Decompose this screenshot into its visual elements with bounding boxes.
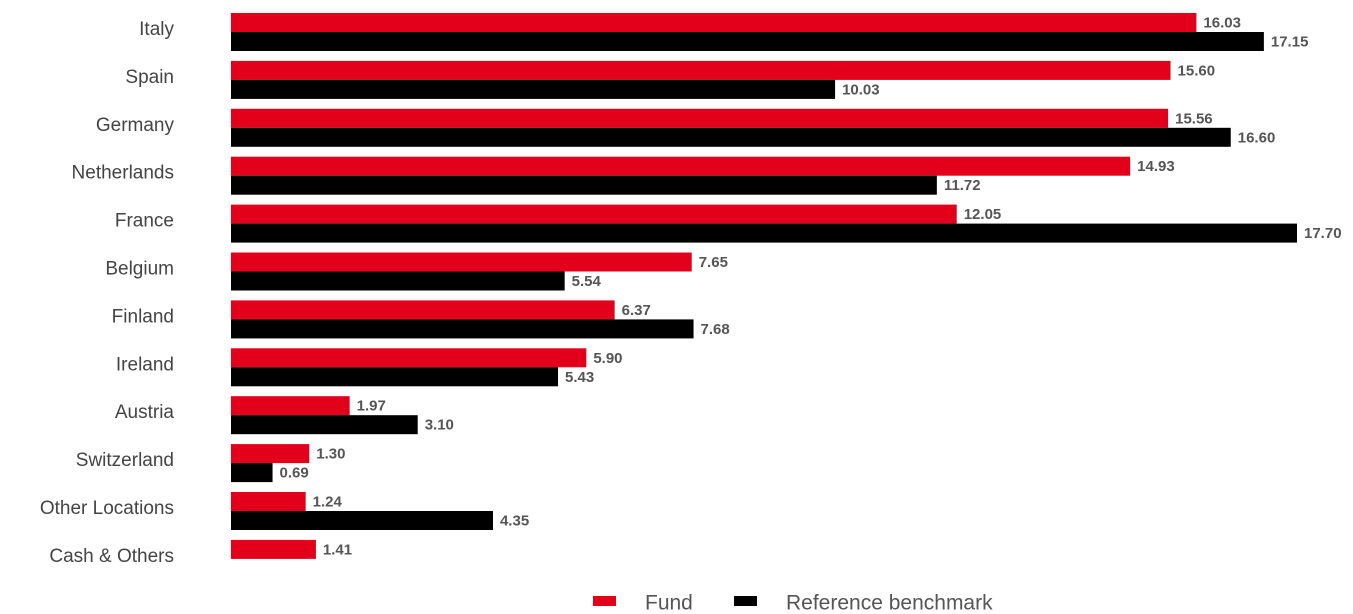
- category-labels: Italy Spain Germany Netherlands France Belgiu…: [40, 19, 175, 567]
- bar-fund-finland: [231, 300, 615, 320]
- category-label-other-locations: Other Locations: [40, 498, 174, 519]
- category-label-finland: Finland: [112, 306, 174, 327]
- bar-reference-benchmark-finland: [231, 319, 694, 339]
- legend-label-reference-benchmark: Reference benchmark: [786, 592, 993, 614]
- category-label-france: France: [115, 211, 174, 232]
- value-label-fund-finland: 6.37: [622, 302, 651, 319]
- bar-fund-belgium: [231, 252, 692, 272]
- value-labels: 16.03 17.15 15.60 10.03 15.56 16.60 14.93 11.72…: [280, 14, 1342, 558]
- value-label-reference-benchmark-belgium: 5.54: [572, 273, 602, 290]
- bar-reference-benchmark-france: [231, 223, 1297, 243]
- bar-reference-benchmark-netherlands: [231, 175, 937, 195]
- value-label-reference-benchmark-spain: 10.03: [842, 81, 880, 98]
- value-label-fund-germany: 15.56: [1175, 110, 1213, 127]
- bar-fund-italy: [231, 13, 1197, 32]
- value-label-fund-switzerland: 1.30: [316, 446, 345, 463]
- value-label-fund-austria: 1.97: [357, 398, 386, 415]
- value-label-fund-spain: 15.60: [1178, 62, 1216, 79]
- value-label-fund-cash-and-others: 1.41: [323, 541, 352, 558]
- value-label-reference-benchmark-switzerland: 0.69: [280, 465, 309, 482]
- bar-reference-benchmark-italy: [231, 32, 1264, 51]
- bars: [231, 13, 1297, 559]
- bar-fund-netherlands: [231, 156, 1131, 176]
- bar-fund-ireland: [231, 348, 587, 368]
- category-label-germany: Germany: [96, 115, 175, 136]
- value-label-reference-benchmark-italy: 17.15: [1271, 33, 1309, 50]
- value-label-reference-benchmark-germany: 16.60: [1238, 129, 1276, 146]
- bar-reference-benchmark-germany: [231, 127, 1231, 147]
- value-label-fund-other-locations: 1.24: [313, 493, 343, 510]
- legend-label-fund: Fund: [645, 592, 693, 614]
- bar-fund-cash-and-others: [231, 539, 316, 559]
- category-label-austria: Austria: [115, 402, 175, 423]
- value-label-reference-benchmark-austria: 3.10: [425, 417, 454, 434]
- value-label-fund-belgium: 7.65: [699, 254, 728, 271]
- category-label-cash-and-others: Cash & Others: [49, 546, 174, 567]
- value-label-reference-benchmark-ireland: 5.43: [565, 369, 594, 386]
- legend-swatch-reference-benchmark: [734, 596, 757, 606]
- value-label-reference-benchmark-other-locations: 4.35: [500, 512, 529, 529]
- bar-reference-benchmark-switzerland: [231, 463, 273, 483]
- category-label-spain: Spain: [125, 67, 174, 88]
- bar-fund-switzerland: [231, 444, 310, 464]
- legend: Fund Reference benchmark: [593, 592, 993, 614]
- bar-fund-austria: [231, 396, 350, 416]
- value-label-reference-benchmark-france: 17.70: [1304, 225, 1342, 242]
- category-label-netherlands: Netherlands: [72, 163, 174, 184]
- bar-fund-germany: [231, 108, 1169, 128]
- value-label-fund-netherlands: 14.93: [1137, 158, 1175, 175]
- bar-reference-benchmark-belgium: [231, 271, 565, 291]
- bar-reference-benchmark-ireland: [231, 367, 559, 387]
- value-label-reference-benchmark-finland: 7.68: [701, 321, 730, 338]
- category-label-italy: Italy: [139, 19, 174, 40]
- bar-reference-benchmark-austria: [231, 415, 418, 435]
- value-label-fund-italy: 16.03: [1203, 14, 1241, 31]
- value-label-fund-france: 12.05: [964, 206, 1002, 223]
- bar-fund-france: [231, 204, 957, 224]
- bar-fund-other-locations: [231, 492, 306, 511]
- bar-fund-spain: [231, 60, 1171, 80]
- bar-reference-benchmark-other-locations: [231, 511, 493, 530]
- value-label-reference-benchmark-netherlands: 11.72: [944, 177, 981, 194]
- category-label-belgium: Belgium: [105, 259, 174, 280]
- legend-swatch-fund: [593, 596, 616, 606]
- category-label-ireland: Ireland: [116, 354, 174, 375]
- category-label-switzerland: Switzerland: [76, 450, 174, 471]
- value-label-fund-ireland: 5.90: [593, 350, 622, 367]
- bar-reference-benchmark-spain: [231, 79, 836, 99]
